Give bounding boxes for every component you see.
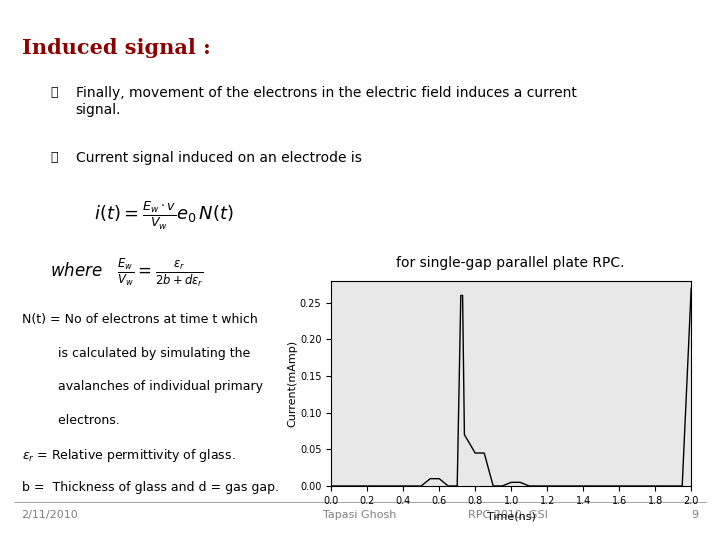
X-axis label: Time(ns): Time(ns) bbox=[487, 511, 536, 521]
Text: N(t) = No of electrons at time t which: N(t) = No of electrons at time t which bbox=[22, 313, 257, 326]
Text: for single-gap parallel plate RPC.: for single-gap parallel plate RPC. bbox=[396, 256, 624, 271]
Text: RPC 2010, GSI: RPC 2010, GSI bbox=[468, 510, 548, 521]
Y-axis label: Current(mAmp): Current(mAmp) bbox=[287, 340, 297, 427]
Text: 🌐: 🌐 bbox=[50, 151, 58, 164]
Text: electrons.: electrons. bbox=[22, 414, 120, 427]
Text: avalanches of individual primary: avalanches of individual primary bbox=[22, 380, 263, 393]
Text: Induced signal :: Induced signal : bbox=[22, 38, 210, 58]
Text: 🌐: 🌐 bbox=[50, 86, 58, 99]
Text: $\varepsilon_r$ = Relative permittivity of glass.: $\varepsilon_r$ = Relative permittivity … bbox=[22, 447, 235, 464]
Text: $where \quad \frac{E_w}{V_w} = \frac{\varepsilon_r}{2b+d\varepsilon_r}$: $where \quad \frac{E_w}{V_w} = \frac{\va… bbox=[50, 256, 204, 289]
Text: Finally, movement of the electrons in the electric field induces a current
signa: Finally, movement of the electrons in th… bbox=[76, 86, 577, 117]
Text: b =  Thickness of glass and d = gas gap.: b = Thickness of glass and d = gas gap. bbox=[22, 481, 279, 494]
Text: Tapasi Ghosh: Tapasi Ghosh bbox=[323, 510, 397, 521]
Text: Current signal induced on an electrode is: Current signal induced on an electrode i… bbox=[76, 151, 361, 165]
Text: 2/11/2010: 2/11/2010 bbox=[22, 510, 78, 521]
Text: 9: 9 bbox=[691, 510, 698, 521]
Text: $i(t)= \frac{E_w \cdot v}{V_w} e_0 \, N(t)$: $i(t)= \frac{E_w \cdot v}{V_w} e_0 \, N(… bbox=[94, 200, 233, 232]
Text: is calculated by simulating the: is calculated by simulating the bbox=[22, 347, 250, 360]
